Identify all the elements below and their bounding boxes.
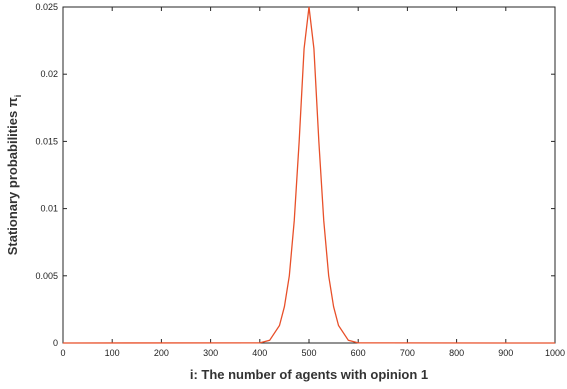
y-axis-ticks: 0 0.005 0.01 0.015 0.02 0.025: [35, 2, 555, 348]
x-tick-label: 800: [449, 348, 464, 358]
y-tick-label: 0.025: [35, 2, 58, 12]
x-tick-label: 400: [252, 348, 267, 358]
x-tick-label: 600: [351, 348, 366, 358]
x-axis-label: i: The number of agents with opinion 1: [190, 367, 428, 382]
x-tick-label: 0: [60, 348, 65, 358]
series-line: [62, 6, 556, 344]
x-tick-label: 1000: [545, 348, 565, 358]
y-tick-label: 0.015: [35, 136, 58, 146]
x-tick-label: 900: [498, 348, 513, 358]
y-axis-label: Stationary probabilities πi: [5, 95, 23, 256]
y-axis-label-main: Stationary probabilities π: [5, 97, 20, 255]
x-tick-label: 300: [203, 348, 218, 358]
x-tick-label: 100: [105, 348, 120, 358]
x-axis-ticks: 0 100 200 300 400 500 600 700 800 900 1000: [60, 7, 565, 358]
y-axis-label-subscript: i: [13, 95, 23, 98]
x-tick-label: 500: [301, 348, 316, 358]
y-tick-label: 0: [53, 338, 58, 348]
x-tick-label: 700: [400, 348, 415, 358]
y-tick-label: 0.005: [35, 271, 58, 281]
y-tick-label: 0.01: [40, 204, 58, 214]
plot-area: [62, 6, 556, 344]
y-tick-label: 0.02: [40, 69, 58, 79]
x-tick-label: 200: [154, 348, 169, 358]
